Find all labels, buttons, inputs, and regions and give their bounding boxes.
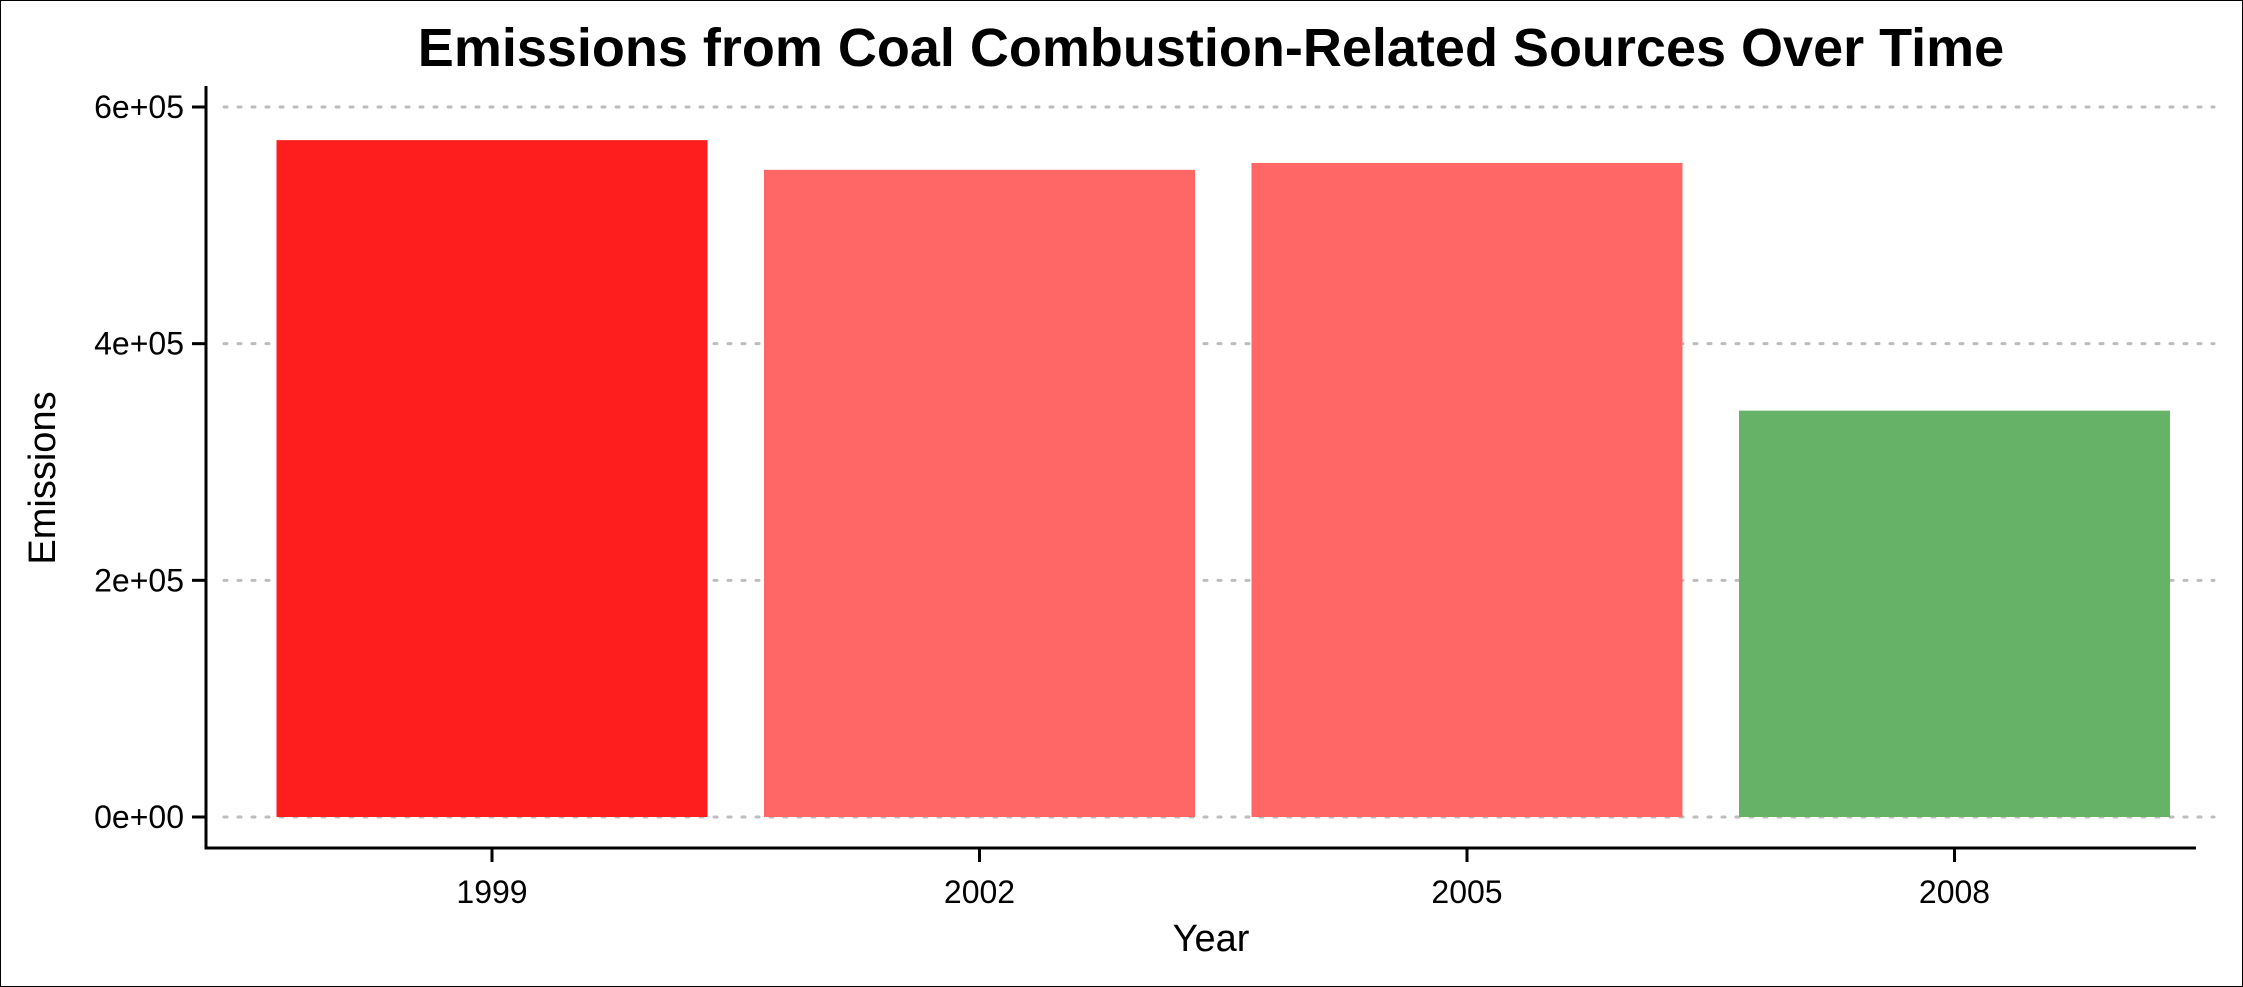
x-tick-label: 2005 xyxy=(1431,874,1502,910)
axes xyxy=(204,86,2196,850)
y-tick-label: 4e+05 xyxy=(94,326,184,362)
y-tick-label: 0e+00 xyxy=(94,799,184,835)
bar-2005 xyxy=(1251,162,1683,817)
bar-2002 xyxy=(764,169,1195,817)
bars xyxy=(276,140,2170,818)
gridlines xyxy=(222,105,2216,819)
x-tick-label: 2008 xyxy=(1919,874,1990,910)
y-ticks: 0e+00 2e+05 4e+05 6e+05 xyxy=(94,89,206,835)
chart-title: Emissions from Coal Combustion-Related S… xyxy=(418,18,2004,78)
bar-1999 xyxy=(276,140,708,818)
y-axis-title: Emissions xyxy=(22,391,64,564)
bar-2008 xyxy=(1739,410,2170,817)
y-tick-label: 6e+05 xyxy=(94,89,184,125)
x-ticks: 1999 2002 2005 2008 xyxy=(456,848,1990,910)
x-tick-label: 1999 xyxy=(456,874,527,910)
x-tick-label: 2002 xyxy=(944,874,1015,910)
y-tick-label: 2e+05 xyxy=(94,562,184,598)
x-axis-title: Year xyxy=(1173,918,1250,960)
